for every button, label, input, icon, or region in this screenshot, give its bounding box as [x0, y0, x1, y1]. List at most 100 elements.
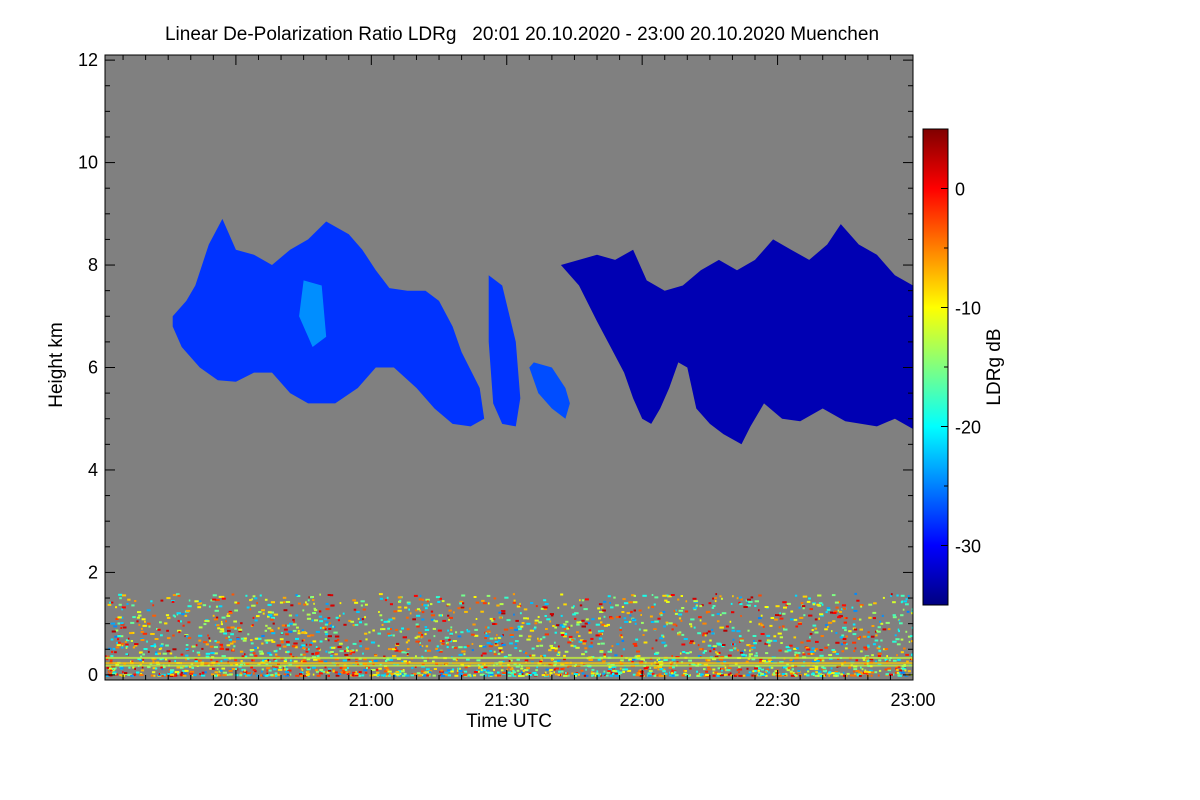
noise-speck — [106, 666, 109, 669]
noise-speck — [473, 674, 477, 677]
noise-speck — [332, 669, 335, 671]
noise-speck — [209, 667, 212, 670]
noise-speck — [584, 650, 588, 653]
noise-speck — [781, 673, 786, 675]
noise-speck — [853, 628, 858, 631]
noise-speck — [176, 666, 181, 669]
noise-speck — [219, 630, 223, 633]
noise-speck — [607, 670, 611, 673]
noise-speck — [356, 611, 360, 613]
noise-speck — [415, 655, 417, 658]
noise-speck — [229, 642, 234, 645]
noise-speck — [539, 644, 544, 647]
noise-speck — [579, 639, 584, 642]
noise-speck — [324, 626, 326, 629]
noise-speck — [155, 651, 158, 654]
noise-speck — [195, 644, 198, 647]
noise-speck — [252, 652, 256, 655]
noise-speck — [297, 629, 300, 632]
noise-speck — [634, 658, 637, 661]
noise-speck — [840, 643, 844, 646]
noise-speck — [546, 618, 551, 621]
noise-speck — [466, 630, 471, 633]
noise-speck — [304, 648, 308, 650]
noise-speck — [127, 637, 130, 640]
noise-speck — [210, 652, 215, 654]
noise-speck — [536, 645, 539, 648]
noise-speck — [485, 632, 488, 635]
noise-speck — [894, 634, 897, 637]
noise-speck — [119, 635, 124, 638]
noise-speck — [364, 616, 366, 619]
cloud-3 — [529, 362, 570, 419]
noise-speck — [147, 666, 151, 669]
noise-speck — [122, 626, 127, 629]
noise-speck — [609, 617, 614, 620]
noise-speck — [585, 598, 589, 601]
noise-speck — [760, 633, 765, 635]
noise-speck — [346, 650, 350, 652]
noise-speck — [678, 613, 683, 616]
noise-speck — [152, 667, 157, 670]
noise-speck — [347, 658, 351, 661]
noise-speck — [701, 604, 704, 607]
noise-speck — [458, 653, 463, 656]
noise-speck — [603, 624, 608, 627]
noise-speck — [136, 616, 140, 619]
noise-speck — [748, 671, 752, 674]
noise-speck — [267, 615, 270, 618]
noise-speck — [157, 628, 161, 631]
noise-speck — [711, 606, 715, 609]
noise-speck — [184, 669, 189, 672]
noise-speck — [295, 637, 299, 640]
noise-speck — [705, 670, 709, 673]
noise-speck — [905, 598, 908, 601]
noise-speck — [606, 671, 611, 674]
noise-speck — [290, 655, 293, 658]
noise-speck — [758, 639, 762, 642]
noise-speck — [637, 670, 641, 673]
noise-speck — [758, 667, 762, 670]
noise-speck — [244, 669, 246, 672]
noise-speck — [219, 647, 224, 650]
noise-speck — [421, 645, 424, 648]
noise-speck — [295, 674, 300, 677]
noise-speck — [264, 639, 268, 642]
noise-speck — [545, 668, 549, 671]
noise-speck — [762, 673, 767, 676]
noise-speck — [659, 637, 664, 640]
noise-speck — [392, 648, 396, 651]
noise-speck — [392, 634, 395, 637]
noise-speck — [861, 668, 864, 671]
noise-speck — [497, 652, 501, 655]
noise-speck — [607, 595, 611, 598]
noise-speck — [842, 638, 847, 640]
noise-speck — [193, 674, 197, 677]
noise-speck — [202, 604, 207, 607]
noise-speck — [165, 674, 169, 677]
noise-speck — [350, 620, 354, 623]
noise-speck — [902, 608, 905, 611]
noise-speck — [643, 641, 648, 644]
noise-speck — [526, 673, 529, 675]
noise-speck — [414, 665, 417, 668]
noise-speck — [216, 641, 220, 644]
noise-speck — [401, 660, 406, 663]
noise-speck — [493, 653, 497, 656]
noise-speck — [355, 660, 358, 663]
noise-speck — [779, 612, 781, 615]
noise-speck — [231, 593, 235, 596]
noise-speck — [306, 668, 311, 671]
noise-speck — [480, 654, 483, 657]
noise-speck — [361, 674, 365, 677]
noise-speck — [595, 634, 600, 637]
noise-speck — [266, 667, 271, 670]
noise-speck — [553, 660, 558, 663]
noise-speck — [807, 653, 811, 655]
y-axis-label: Height km — [46, 322, 67, 408]
noise-speck — [785, 672, 788, 675]
noise-speck — [837, 658, 840, 660]
noise-speck — [544, 671, 547, 674]
noise-speck — [218, 670, 221, 673]
noise-speck — [437, 601, 441, 603]
